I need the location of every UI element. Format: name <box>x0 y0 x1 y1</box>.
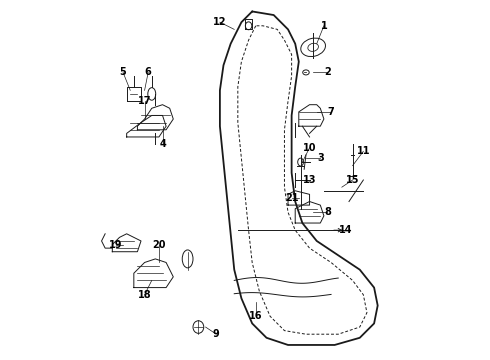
Text: 4: 4 <box>159 139 166 149</box>
Text: 2: 2 <box>324 67 331 77</box>
Text: 8: 8 <box>324 207 331 217</box>
Text: 15: 15 <box>346 175 359 185</box>
Text: 3: 3 <box>317 153 324 163</box>
Text: 9: 9 <box>213 329 220 339</box>
Text: 16: 16 <box>249 311 263 321</box>
Text: 21: 21 <box>285 193 298 203</box>
Text: 17: 17 <box>138 96 151 106</box>
Text: 12: 12 <box>213 17 227 27</box>
Text: 11: 11 <box>357 146 370 156</box>
Text: 5: 5 <box>120 67 126 77</box>
Text: 14: 14 <box>339 225 352 235</box>
Text: 7: 7 <box>328 107 335 117</box>
Text: 20: 20 <box>152 239 166 249</box>
Text: 10: 10 <box>303 143 317 153</box>
Text: 18: 18 <box>138 290 151 300</box>
Text: 19: 19 <box>109 239 122 249</box>
Text: 13: 13 <box>303 175 317 185</box>
Text: 1: 1 <box>320 21 327 31</box>
Text: 6: 6 <box>145 67 151 77</box>
